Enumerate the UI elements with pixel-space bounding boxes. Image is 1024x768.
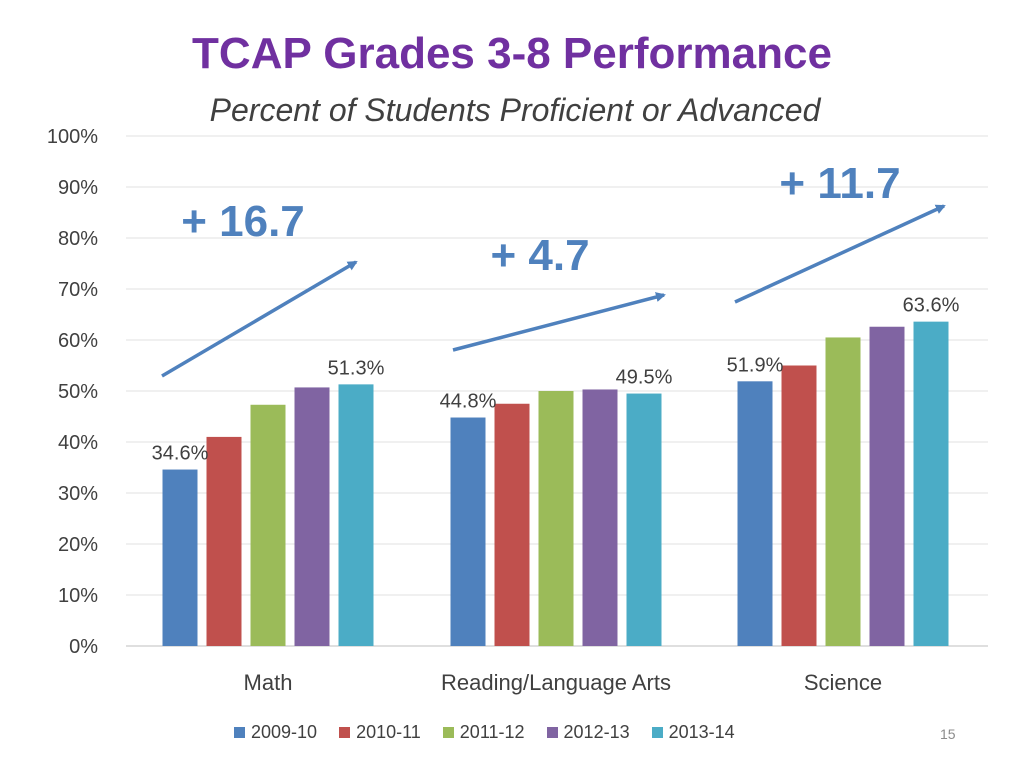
legend-swatch [234,727,245,738]
bar-2013-14 [913,321,949,646]
y-tick-label: 40% [58,432,98,454]
data-label: 51.9% [727,354,784,376]
y-axis-tick-labels: 0% 10% 20% 30% 40% 50% 60% 70% 80% 90% 100% [47,126,98,658]
bar-2012-13 [869,326,905,646]
legend-item: 2010-11 [339,722,421,743]
trend-annotation-label: + 11.7 [779,159,900,208]
bar-2009-10 [162,469,198,646]
x-category-label: Reading/Language Arts [441,670,671,695]
trend-annotations: + 16.7 + 4.7 + 11.7 [161,159,946,378]
legend-item: 2009-10 [234,722,317,743]
legend-item: 2013-14 [651,722,735,743]
trend-annotation-label: + 4.7 [490,231,589,280]
legend-label: 2011-12 [459,722,525,742]
bar-2011-12 [250,404,286,646]
bar-2012-13 [294,387,330,646]
y-tick-label: 50% [58,381,98,403]
legend-item: 2011-12 [442,722,525,743]
data-label: 63.6% [903,295,960,317]
legend-label: 2012-13 [563,722,630,742]
x-axis-category-labels: Math Reading/Language Arts Science [244,670,883,695]
bar-2013-14 [338,384,374,646]
legend-swatch [546,727,558,738]
bar-2011-12 [538,391,574,646]
bar-2011-12 [825,337,861,646]
trend-arrow [734,204,946,304]
y-tick-label: 20% [58,534,98,556]
slide-subtitle: Percent of Students Proficient or Advanc… [209,92,821,128]
data-label: 34.6% [152,443,209,465]
legend: 2009-10 2010-11 2011-12 2012-13 2013-14 [234,722,735,743]
y-tick-label: 30% [58,483,98,505]
x-category-label: Science [804,670,882,695]
y-tick-label: 80% [58,228,98,250]
bar-2009-10 [737,381,773,646]
bars [162,321,949,646]
legend-swatch [339,727,351,738]
bar-2010-11 [781,365,817,646]
y-tick-label: 100% [47,126,98,148]
bar-2010-11 [494,403,530,646]
trend-arrow [161,260,358,378]
data-label: 44.8% [440,391,497,413]
y-tick-label: 10% [58,585,98,607]
bar-2012-13 [582,389,618,646]
y-tick-label: 90% [58,177,98,199]
trend-annotation-label: + 16.7 [181,197,305,246]
legend-item: 2012-13 [546,722,630,743]
data-label: 49.5% [616,367,673,389]
legend-label: 2009-10 [251,722,318,742]
slide-number: 15 [940,726,956,742]
legend-swatch [442,727,454,738]
y-tick-label: 0% [69,636,98,658]
data-label: 51.3% [328,357,385,379]
data-labels: 34.6% 51.3% 44.8% 49.5% 51.9% 63.6% [152,295,960,465]
legend-swatch [651,727,663,738]
bar-2013-14 [626,393,662,646]
bar-2010-11 [206,436,242,646]
x-category-label: Math [244,670,293,695]
legend-label: 2010-11 [356,722,421,742]
bar-2009-10 [450,417,486,646]
slide-title: TCAP Grades 3-8 Performance [192,29,832,78]
trend-arrow [452,292,666,352]
y-tick-label: 60% [58,330,98,352]
y-tick-label: 70% [58,279,98,301]
legend-label: 2013-14 [668,722,735,742]
